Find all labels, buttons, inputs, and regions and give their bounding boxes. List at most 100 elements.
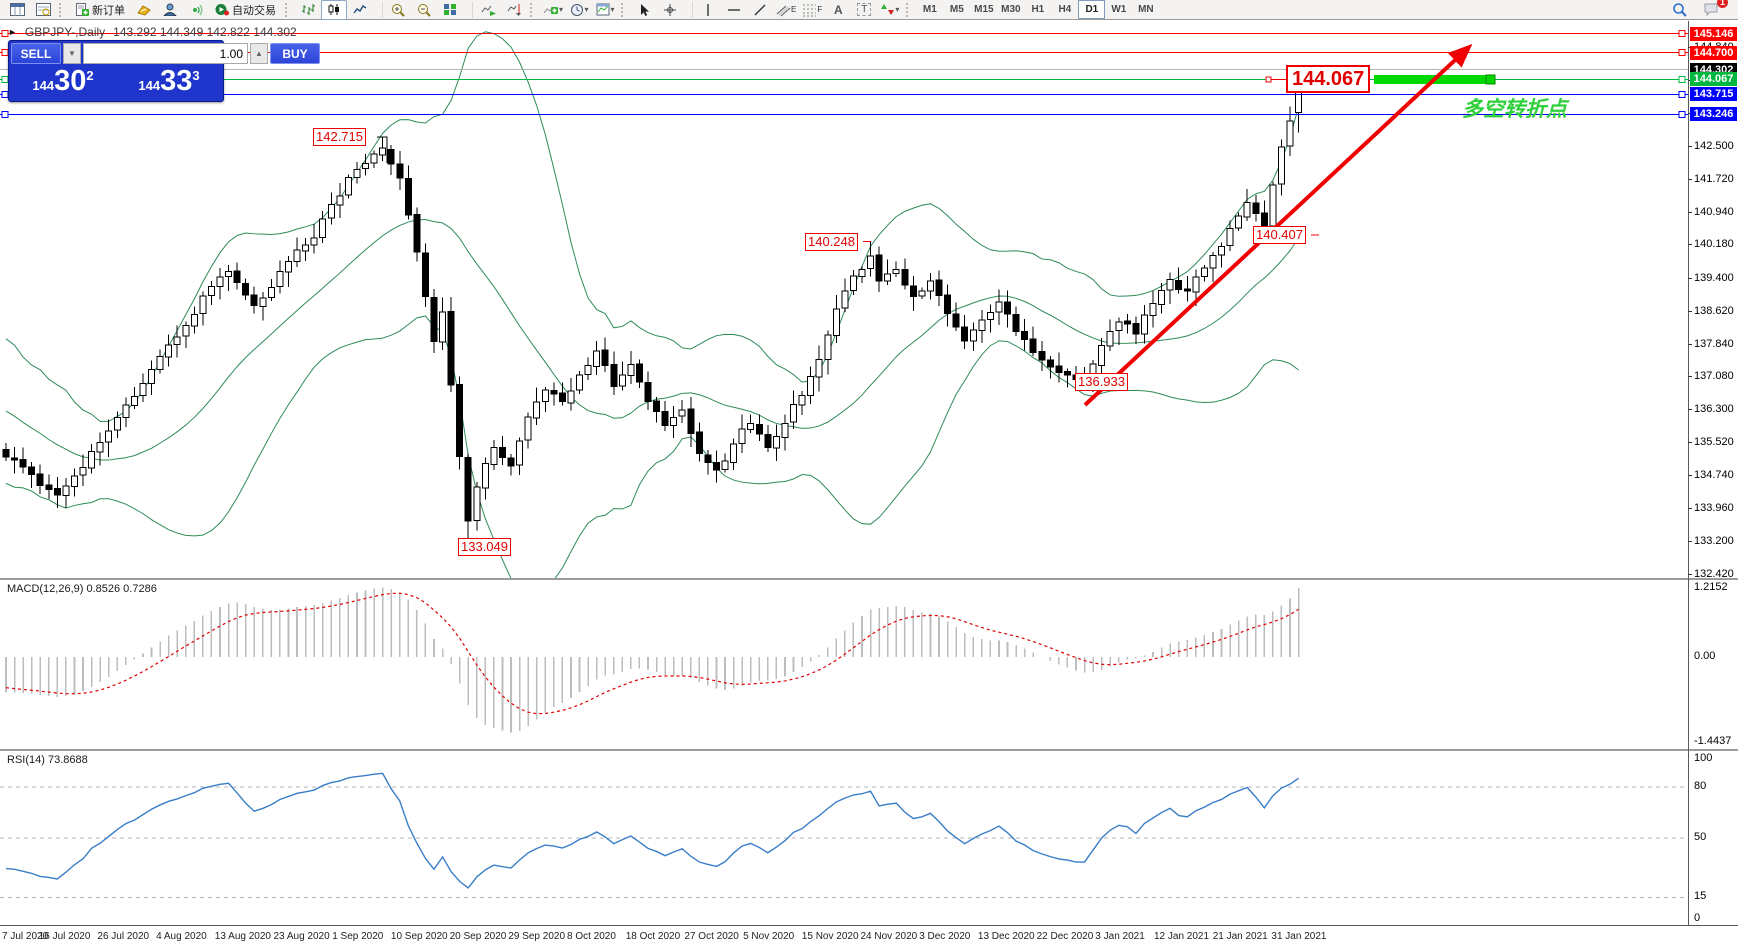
date-label: 3 Jan 2021 — [1095, 931, 1145, 942]
candle-body — [130, 396, 138, 407]
fibonacci-tool-icon[interactable]: F — [799, 0, 825, 20]
channel-tool-icon[interactable]: E — [773, 0, 799, 20]
line-handle-r[interactable] — [1678, 90, 1686, 98]
candle-body — [207, 286, 215, 297]
buy-price[interactable]: 144 33 3 — [117, 66, 221, 99]
candle-body — [635, 363, 643, 383]
line-handle-l[interactable] — [1, 30, 9, 38]
y-tick-mark — [1688, 310, 1692, 312]
symbol-period-label: GBPJPY-,Daily — [24, 25, 106, 39]
rsi-pane[interactable] — [0, 751, 1688, 925]
price-tag-140.248[interactable]: 140.248 — [805, 232, 858, 251]
timeframe-mn[interactable]: MN — [1138, 4, 1154, 15]
candle-body — [1183, 288, 1191, 292]
periods-button[interactable]: ▾ — [566, 0, 592, 20]
macd-pane[interactable] — [0, 580, 1688, 748]
volume-increase-button[interactable]: ▲ — [250, 43, 268, 64]
y-tick-label: 134.740 — [1694, 469, 1734, 482]
price-tag-142.715[interactable]: 142.715 — [313, 127, 366, 146]
cursor-tool-icon[interactable] — [631, 0, 657, 20]
candle-body — [259, 297, 267, 307]
timeframe-m1[interactable]: M1 — [922, 4, 937, 15]
rsi-scale-15: 15 — [1694, 890, 1707, 902]
timeframe-h1[interactable]: H1 — [1031, 4, 1045, 15]
signals-icon[interactable] — [183, 0, 209, 20]
strategy-tester-icon[interactable] — [157, 0, 183, 20]
autotrading-button[interactable]: 自动交易 — [209, 0, 282, 20]
price-tag-136.933[interactable]: 136.933 — [1075, 373, 1128, 392]
market-watch-icon[interactable] — [4, 0, 30, 20]
candle-body — [464, 456, 472, 522]
date-label: 4 Aug 2020 — [156, 931, 207, 942]
timeframe-m15[interactable]: M15 — [974, 4, 994, 15]
sell-price[interactable]: 144 30 2 — [11, 66, 115, 99]
candle-body — [841, 290, 849, 309]
bar-chart-icon[interactable] — [295, 0, 321, 20]
indicators-button[interactable]: ▾ — [540, 0, 566, 20]
horizontal-line-tool-icon[interactable] — [721, 0, 747, 20]
candle-body — [892, 269, 900, 275]
date-label: 22 Dec 2020 — [1036, 931, 1094, 942]
timeframe-m30[interactable]: M30 — [1001, 4, 1021, 15]
price-tag-133.049[interactable]: 133.049 — [458, 538, 511, 557]
timeframe-m5[interactable]: M5 — [949, 4, 964, 15]
y-tick-mark — [1688, 475, 1692, 477]
candle-body — [832, 308, 840, 336]
buy-button[interactable]: BUY — [270, 43, 320, 64]
new-order-button[interactable]: 新订单 — [69, 0, 131, 20]
timeframe-d1[interactable]: D1 — [1078, 0, 1106, 19]
vertical-line-tool-icon[interactable] — [695, 0, 721, 20]
text-label-tool-icon[interactable]: T — [851, 0, 877, 20]
price-tag-140.407[interactable]: 140.407 — [1253, 225, 1306, 244]
trendline-tool-icon[interactable] — [747, 0, 773, 20]
crosshair-tool-icon[interactable] — [657, 0, 683, 20]
bollinger-band-lo — [5, 315, 1299, 578]
main-chart-pane[interactable] — [0, 21, 1688, 578]
search-icon[interactable] — [1666, 0, 1692, 20]
candle-body — [807, 376, 815, 397]
text-tool-icon[interactable]: A — [834, 2, 843, 17]
candle-body — [62, 485, 70, 497]
timeframe-w1[interactable]: W1 — [1111, 4, 1127, 15]
templates-button[interactable]: ▾ — [592, 0, 618, 20]
tile-windows-icon[interactable] — [437, 0, 463, 20]
data-window-icon[interactable] — [30, 0, 56, 20]
candle-body — [293, 249, 301, 262]
pane-separator-macd[interactable] — [0, 578, 1738, 580]
line-handle-r[interactable] — [1678, 49, 1686, 57]
candle-body — [233, 270, 241, 283]
candle-body — [310, 237, 318, 246]
candle-body — [113, 416, 121, 431]
candle-body — [618, 374, 626, 387]
metaeditor-icon[interactable] — [131, 0, 157, 20]
line-handle-r[interactable] — [1678, 110, 1686, 118]
templates-caret-icon: ▾ — [610, 5, 615, 14]
candle-body — [387, 148, 395, 165]
arrows-tool-button[interactable]: ▾ — [877, 0, 903, 20]
green-bar-handle[interactable] — [1485, 74, 1496, 85]
candlestick-chart-icon[interactable] — [321, 0, 347, 20]
candle-body — [670, 416, 678, 426]
line-handle-r[interactable] — [1678, 75, 1686, 83]
pane-separator-rsi[interactable] — [0, 748, 1738, 751]
sell-button[interactable]: SELL — [11, 43, 61, 64]
candle-body — [772, 435, 780, 449]
notifications-button[interactable]: 1 — [1698, 0, 1728, 20]
timeframe-h4[interactable]: H4 — [1058, 4, 1072, 15]
candle-body — [79, 467, 87, 476]
zoom-out-icon[interactable] — [411, 0, 437, 20]
line-handle-l[interactable] — [1, 110, 9, 118]
line-chart-icon[interactable] — [347, 0, 373, 20]
zoom-in-icon[interactable] — [385, 0, 411, 20]
volume-input[interactable] — [83, 43, 248, 64]
line-handle-r[interactable] — [1678, 30, 1686, 38]
chart-note-text[interactable]: 多空转折点 — [1462, 98, 1567, 121]
candle-body — [1269, 184, 1277, 227]
autotrading-icon — [215, 4, 229, 16]
price-tag-144.067[interactable]: 144.067 — [1286, 65, 1371, 94]
volume-decrease-button[interactable]: ▼ — [63, 43, 81, 64]
y-tick-label: 141.720 — [1694, 173, 1734, 186]
chart-shift-icon[interactable] — [501, 0, 527, 20]
auto-scroll-icon[interactable] — [475, 0, 501, 20]
